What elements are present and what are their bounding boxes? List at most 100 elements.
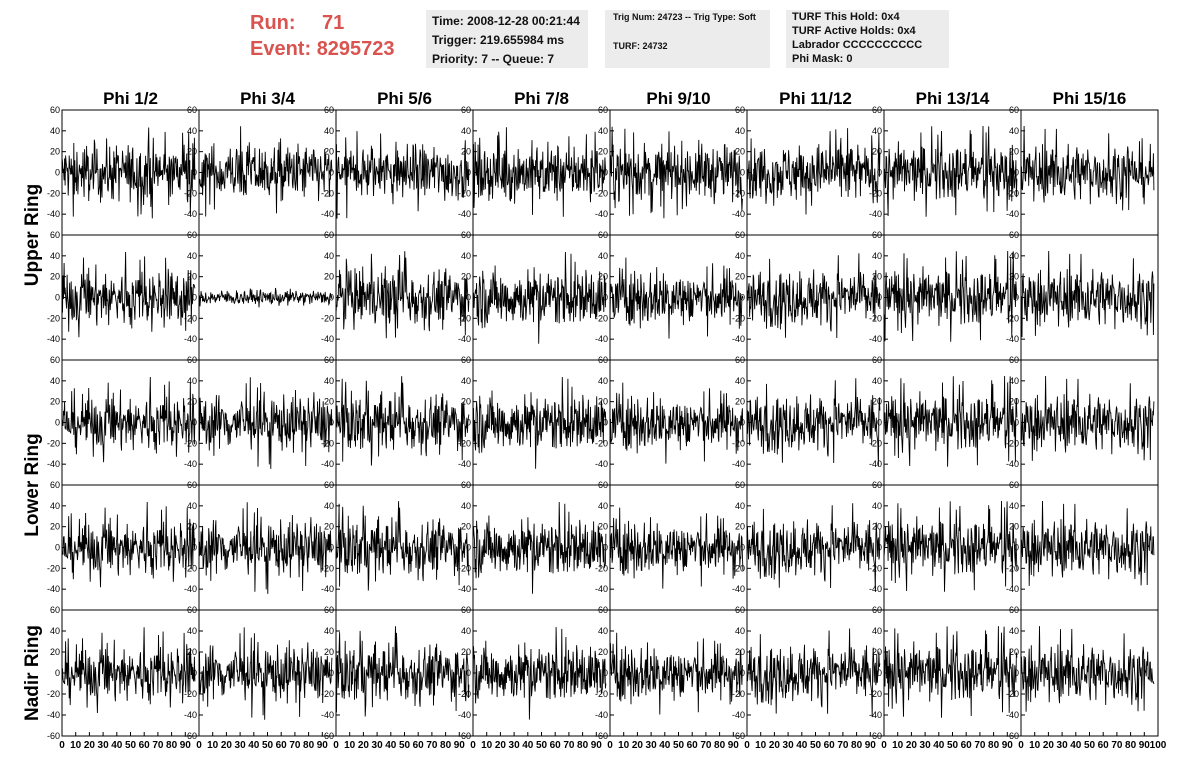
x-tick-label: 70 [152, 740, 164, 751]
x-tick-label: 60 [276, 740, 288, 751]
waveform-trace [1020, 500, 1155, 586]
y-tick-label: 40 [872, 251, 882, 261]
waveform-trace [61, 376, 196, 463]
waveform-trace [61, 127, 196, 219]
y-tick-label: -20 [321, 563, 334, 573]
y-tick-label: -40 [732, 334, 745, 344]
y-tick-label: 20 [324, 647, 334, 657]
waveform-trace [472, 127, 607, 217]
x-tick-label: 90 [728, 740, 740, 751]
y-tick-label: 40 [1009, 501, 1019, 511]
y-tick-label: -20 [869, 188, 882, 198]
y-tick-label: 40 [461, 626, 471, 636]
y-tick-label: 60 [324, 480, 334, 490]
y-tick-label: 20 [872, 147, 882, 157]
y-tick-label: 40 [187, 376, 197, 386]
x-tick-label: 20 [769, 740, 781, 751]
y-tick-label: -20 [184, 563, 197, 573]
x-tick-label: 0 [196, 740, 202, 751]
y-tick-label: 40 [324, 251, 334, 261]
y-tick-label: -20 [458, 563, 471, 573]
x-tick-label: 80 [851, 740, 863, 751]
y-tick-label: 40 [50, 251, 60, 261]
event-line: Event: 8295723 [250, 36, 420, 62]
waveform-trace [883, 250, 1018, 342]
x-tick-label: 20 [358, 740, 370, 751]
y-tick-label: -20 [321, 438, 334, 448]
y-tick-label: 20 [187, 522, 197, 532]
turf-active-holds-text: TURF Active Holds: 0x4 [792, 25, 916, 37]
waveform-trace [1020, 250, 1155, 338]
y-tick-label: 0 [1014, 168, 1019, 178]
y-tick-label: 20 [735, 647, 745, 657]
y-tick-label: -60 [595, 731, 608, 741]
y-tick-label: 60 [461, 230, 471, 240]
y-tick-label: 20 [1009, 397, 1019, 407]
y-tick-label: -40 [321, 334, 334, 344]
y-tick-label: 40 [50, 126, 60, 136]
y-tick-label: -40 [869, 334, 882, 344]
y-tick-label: 20 [461, 647, 471, 657]
x-tick-label: 50 [810, 740, 822, 751]
y-tick-label: 40 [872, 501, 882, 511]
y-tick-label: 0 [466, 418, 471, 428]
y-tick-label: 60 [735, 480, 745, 490]
y-tick-label: 40 [1009, 626, 1019, 636]
waveform-trace [883, 500, 1018, 592]
x-tick-label: 0 [744, 740, 750, 751]
x-tick-label: 40 [659, 740, 671, 751]
y-tick-label: 0 [740, 293, 745, 303]
waveform-trace [198, 627, 333, 720]
priority-text: Priority: 7 -- Queue: 7 [432, 52, 555, 66]
waveform-trace [335, 131, 470, 219]
y-tick-label: -20 [1006, 689, 1019, 699]
x-tick-label: 20 [495, 740, 507, 751]
x-tick-label: 90 [180, 740, 192, 751]
waveform-trace [198, 377, 333, 469]
y-tick-label: 0 [329, 668, 334, 678]
y-tick-label: 40 [598, 126, 608, 136]
y-tick-label: 40 [598, 376, 608, 386]
y-tick-label: -40 [321, 209, 334, 219]
x-tick-label: 70 [837, 740, 849, 751]
y-tick-label: 40 [50, 376, 60, 386]
y-tick-label: 0 [740, 168, 745, 178]
y-tick-label: -20 [732, 313, 745, 323]
y-tick-label: -40 [595, 209, 608, 219]
y-tick-label: 20 [324, 272, 334, 282]
waveform-trace [609, 507, 744, 589]
y-tick-label: 20 [50, 397, 60, 407]
y-tick-label: -60 [869, 731, 882, 741]
y-tick-label: 60 [872, 230, 882, 240]
x-tick-label: 90 [1139, 740, 1151, 751]
y-tick-label: 60 [598, 355, 608, 365]
y-tick-label: -20 [732, 689, 745, 699]
y-tick-label: 20 [1009, 272, 1019, 282]
y-tick-label: -40 [458, 584, 471, 594]
y-tick-label: 20 [735, 522, 745, 532]
y-tick-label: 20 [461, 147, 471, 157]
waveform-trace [609, 257, 744, 339]
y-tick-label: 0 [55, 168, 60, 178]
y-tick-label: 0 [603, 543, 608, 553]
x-tick-label: 20 [906, 740, 918, 751]
y-tick-label: 40 [461, 376, 471, 386]
y-tick-label: 60 [1009, 480, 1019, 490]
waveform-trace [335, 626, 470, 717]
x-tick-label: 90 [591, 740, 603, 751]
y-tick-label: 60 [1009, 605, 1019, 615]
y-tick-label: -40 [184, 584, 197, 594]
y-tick-label: -40 [458, 334, 471, 344]
x-tick-label: 60 [413, 740, 425, 751]
run-event-header: Run: 71 Event: 8295723 [250, 10, 420, 62]
x-tick-label: 80 [1125, 740, 1137, 751]
x-tick-label: 90 [1002, 740, 1014, 751]
panel-frame [61, 234, 200, 361]
y-tick-label: 40 [598, 626, 608, 636]
labrador-text: Labrador CCCCCCCCCC [792, 39, 923, 51]
y-tick-label: 60 [50, 105, 60, 115]
y-tick-label: -20 [869, 313, 882, 323]
y-tick-label: 20 [187, 397, 197, 407]
y-tick-label: 40 [187, 126, 197, 136]
y-tick-label: -40 [869, 459, 882, 469]
